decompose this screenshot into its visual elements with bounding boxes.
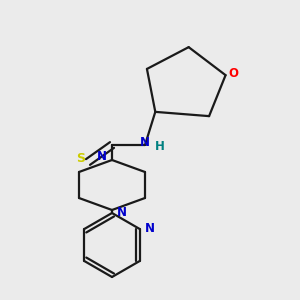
Text: H: H xyxy=(155,140,165,154)
Text: N: N xyxy=(145,221,155,235)
Text: N: N xyxy=(117,206,127,218)
Text: O: O xyxy=(229,67,238,80)
Text: N: N xyxy=(140,136,150,149)
Text: S: S xyxy=(76,152,85,166)
Text: N: N xyxy=(97,149,107,163)
